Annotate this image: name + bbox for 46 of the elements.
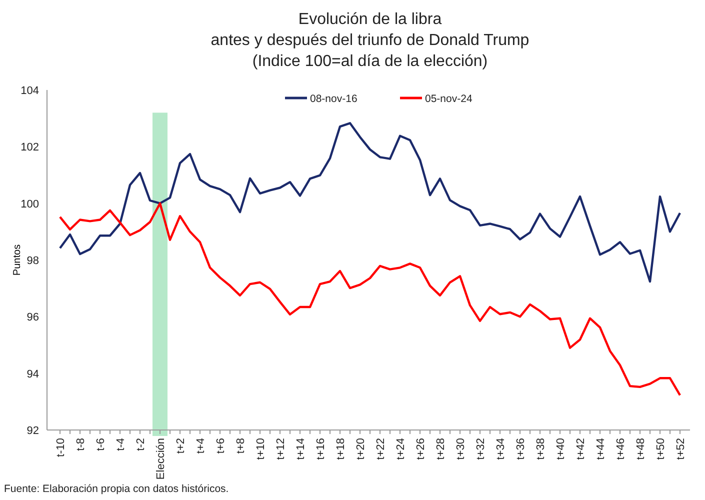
x-tick-label: t+22 bbox=[375, 438, 387, 460]
x-tick-label: t+10 bbox=[255, 438, 267, 460]
x-tick-label: t-8 bbox=[75, 438, 87, 451]
x-tick-label: t-6 bbox=[95, 438, 107, 451]
line-series bbox=[58, 122, 682, 283]
x-tick-label: t+24 bbox=[395, 438, 407, 460]
x-tick-label: t+18 bbox=[335, 438, 347, 460]
x-tick-label: t+36 bbox=[515, 438, 527, 460]
x-tick-label: t+26 bbox=[415, 438, 427, 460]
x-tick-label: t+34 bbox=[495, 438, 507, 460]
x-tick-label: Elección bbox=[155, 438, 167, 480]
x-tick-label: t+52 bbox=[675, 438, 687, 460]
x-tick-label: t+42 bbox=[575, 438, 587, 460]
x-tick-label: t+40 bbox=[555, 438, 567, 460]
x-tick-label: t+6 bbox=[215, 438, 227, 454]
y-tick-label: 92 bbox=[26, 425, 39, 437]
x-tick-label: t+46 bbox=[615, 438, 627, 460]
x-tick-label: t+28 bbox=[435, 438, 447, 460]
x-tick-label: t+50 bbox=[655, 438, 667, 460]
line-series bbox=[58, 202, 682, 396]
x-tick-label: t+38 bbox=[535, 438, 547, 460]
x-tick-label: t+2 bbox=[175, 438, 187, 454]
x-tick-label: t+12 bbox=[275, 438, 287, 460]
legend-label: 08-nov-16 bbox=[310, 93, 358, 105]
y-tick-label: 102 bbox=[20, 142, 39, 154]
x-tick-label: t+14 bbox=[295, 438, 307, 460]
x-tick-label: t-10 bbox=[55, 438, 67, 457]
x-tick-label: t+16 bbox=[315, 438, 327, 460]
x-tick-label: t+20 bbox=[355, 438, 367, 460]
x-tick-label: t-2 bbox=[135, 438, 147, 451]
x-tick-label: t+32 bbox=[475, 438, 487, 460]
x-tick-label: t+30 bbox=[455, 438, 467, 460]
y-tick-label: 98 bbox=[26, 255, 39, 267]
y-tick-label: 104 bbox=[20, 85, 39, 97]
source-note: Fuente: Elaboración propia con datos históricos. bbox=[4, 483, 229, 495]
x-tick-label: t-4 bbox=[115, 438, 127, 451]
y-tick-label: 94 bbox=[26, 368, 39, 380]
x-tick-label: t+48 bbox=[635, 438, 647, 460]
chart-title: Evolución de la libra antes y después del triunfo de Donald Trump (Indice 100=al día de la elección) bbox=[210, 11, 530, 70]
x-tick-label: t+4 bbox=[195, 438, 207, 454]
y-axis-title: Puntos bbox=[12, 244, 23, 276]
legend-label: 05-nov-24 bbox=[425, 93, 472, 105]
y-tick-label: 100 bbox=[20, 198, 39, 210]
y-tick-label: 96 bbox=[26, 312, 39, 324]
x-tick-label: t+44 bbox=[595, 438, 607, 460]
x-tick-label: t+8 bbox=[235, 438, 247, 454]
